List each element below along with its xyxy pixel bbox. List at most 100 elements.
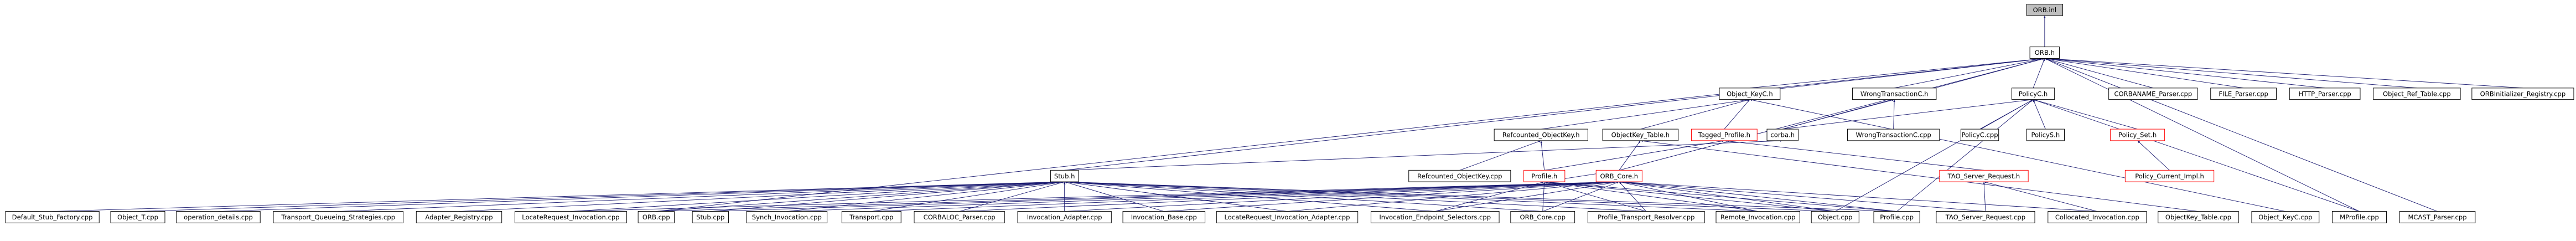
edge [2044, 57, 2523, 89]
edge [2033, 58, 2045, 89]
edge [1619, 140, 1641, 171]
node-label: Object_KeyC.h [1727, 90, 1773, 98]
node-label: Refcounted_ObjectKey.h [1502, 131, 1580, 139]
node-label: Adapter_Registry.cpp [425, 213, 493, 221]
node-box [1873, 211, 1920, 223]
node-label: ORBInitializer_Registry.cpp [2480, 90, 2566, 98]
edge [1983, 181, 2097, 212]
node-box [1510, 211, 1575, 223]
node-box [5, 211, 100, 223]
node-label: ORB_Core.cpp [1520, 213, 1566, 221]
node-box [1602, 129, 1679, 141]
node-box [2029, 47, 2060, 59]
edge [2044, 57, 2417, 89]
edge [1164, 181, 1619, 212]
node-label: Refcounted_ObjectKey.cpp [1417, 172, 1502, 180]
node-label: WrongTransactionC.h [1860, 90, 1929, 98]
node-box [2108, 88, 2198, 100]
edge [786, 181, 1065, 212]
node-box [1587, 211, 1705, 223]
node-box [841, 211, 901, 223]
node-label: Profile.h [1531, 172, 1557, 180]
edge [710, 181, 1065, 212]
edge [2033, 99, 2046, 130]
edge [1064, 140, 1783, 171]
node-label: Object_T.cpp [117, 213, 158, 221]
node-label: LocateRequest_Invocation.cpp [522, 213, 619, 221]
node-box [1936, 211, 2035, 223]
node-box [1766, 129, 1798, 141]
edge [959, 181, 1619, 212]
node-label: Policy_Current_Impl.h [2135, 172, 2204, 180]
edge [1064, 181, 1836, 212]
node-box [1122, 211, 1206, 223]
edge [786, 181, 1619, 212]
edge [1544, 181, 1758, 212]
node-box [1370, 211, 1500, 223]
edge [1619, 181, 1986, 212]
node-label: corba.h [1770, 131, 1795, 139]
node-label: TAO_Server_Request.cpp [1945, 213, 2025, 221]
edge [1542, 182, 1546, 212]
node-label: Tagged_Profile.h [1698, 131, 1750, 139]
node-box [1017, 211, 1112, 223]
edge [1544, 181, 1897, 212]
node-box [1691, 129, 1758, 141]
node-box [2399, 211, 2476, 223]
edge [338, 181, 1065, 212]
node-box [1852, 88, 1937, 100]
node-box [2026, 129, 2065, 141]
node-box [2471, 88, 2574, 100]
node-label: LocateRequest_Invocation_Adapter.cpp [1225, 213, 1350, 221]
node-box [1811, 211, 1859, 223]
node-box [1960, 129, 1999, 141]
node-box [1719, 88, 1781, 100]
node-box [1523, 170, 1566, 182]
edge [1640, 99, 1750, 130]
edge [1749, 58, 2045, 89]
node-label: Transport_Queueing_Strategies.cpp [281, 213, 395, 221]
edge [1896, 99, 2034, 212]
edge [656, 58, 2045, 212]
node-label: Invocation_Adapter.cpp [1027, 213, 1102, 221]
node-box [2251, 211, 2320, 223]
node-box [637, 211, 675, 223]
edge [1544, 181, 1836, 212]
node-box [2158, 211, 2239, 223]
edge [2044, 58, 2438, 212]
node-label: Collocated_Invocation.cpp [2055, 213, 2139, 221]
edge [2033, 99, 2138, 130]
edge [218, 181, 1065, 212]
node-label: PolicyS.h [2031, 131, 2060, 139]
node-label: ObjectKey_Table.cpp [2165, 213, 2231, 221]
node-box [2210, 88, 2277, 100]
edge [1542, 181, 1619, 212]
node-label: Stub.cpp [696, 213, 724, 221]
node-label: TAO_Server_Request.h [1947, 172, 2020, 180]
node-box [914, 211, 1005, 223]
edge [1544, 140, 1724, 171]
node-label: Profile_Transport_Resolver.cpp [1598, 213, 1694, 221]
node-label: Object_KeyC.cpp [2258, 213, 2312, 221]
edge [1540, 140, 1545, 171]
node-box [2048, 211, 2147, 223]
edge [1459, 140, 1541, 171]
node-box [1715, 211, 1800, 223]
node-label: MCAST_Parser.cpp [2408, 213, 2466, 221]
node-label: Invocation_Base.cpp [1131, 213, 1197, 221]
node-label: ORB_Core.h [1600, 172, 1638, 180]
edge [1983, 182, 1986, 212]
node-box [416, 211, 502, 223]
node-box [1216, 211, 1359, 223]
node-label: ORB.h [2035, 49, 2055, 57]
edge [2044, 58, 2244, 89]
edge [571, 181, 1065, 212]
node-label: Profile.cpp [1880, 213, 1914, 221]
edge [656, 181, 1619, 212]
edge [1064, 181, 1164, 212]
nodes: ORB.inl ORB.h Object_KeyC.h WrongTransactio… [5, 3, 2574, 223]
node-label: ORB.inl [2033, 6, 2057, 14]
node-box [1595, 170, 1642, 182]
edge [1064, 181, 1543, 212]
